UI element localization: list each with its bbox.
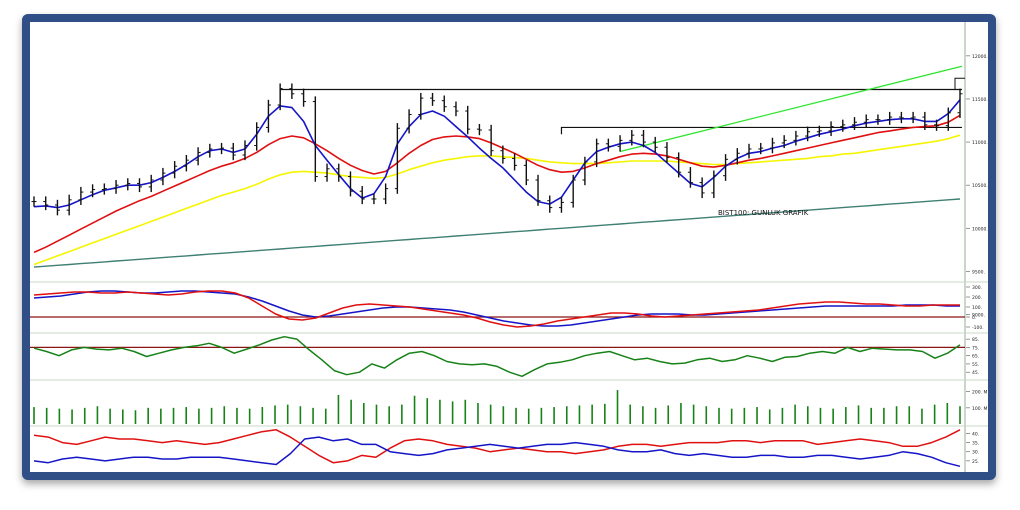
osc2-axis-tick-label: 55.: [972, 362, 979, 368]
osc3-axis-tick-label: 30.: [972, 450, 979, 456]
osc1-axis-tick-label: 200.: [972, 295, 982, 301]
osc2-line-0: [33, 335, 961, 378]
ma-line-2: [33, 134, 961, 266]
osc1-axis-tick-label: 100.: [972, 305, 982, 311]
osc1-axis-tick-label: 0.: [972, 315, 976, 321]
ma-line-1: [33, 114, 961, 254]
stock-chart: 12000. 11500. 11000. 10500. 10000. 9500. 9000.…: [30, 22, 988, 472]
price-axis-tick-label: 11500.: [972, 97, 988, 103]
osc3-line-1: [33, 436, 961, 468]
chart-annotation: BIST100: GUNLUK GRAFIK: [718, 209, 809, 217]
price-axis-tick-label: 9000.: [972, 312, 985, 318]
osc1-line-0: [33, 290, 960, 327]
price-axis-tick-label: 10500.: [972, 183, 988, 189]
osc3-line-0: [33, 429, 961, 464]
price-axis-tick-label: 11000.: [972, 140, 988, 146]
osc1-axis-tick-label: -100.: [972, 325, 984, 331]
trend-line: [619, 65, 963, 153]
osc1-axis-tick-label: 300.: [972, 285, 982, 291]
osc2-axis-tick-label: 85.: [972, 337, 979, 343]
support-line: [560, 126, 962, 135]
price-axis-tick-label: 12000.: [972, 54, 988, 60]
volume-axis-tick-label: 100. M: [972, 406, 987, 412]
price-axis-tick-label: 10000.: [972, 226, 988, 232]
osc3-axis-tick-label: 35.: [972, 441, 979, 447]
volume-axis-tick-label: 200. M: [972, 390, 987, 396]
chart-canvas: [30, 22, 988, 472]
ma-line-3: [33, 198, 961, 268]
osc1-line-1: [33, 290, 960, 328]
osc3-axis-tick-label: 25.: [972, 459, 979, 465]
ma-line-0: [33, 99, 961, 209]
osc3-axis-tick-label: 40.: [972, 431, 979, 437]
osc2-axis-tick-label: 65.: [972, 354, 979, 360]
breakout-marker: [954, 77, 965, 90]
osc2-axis-tick-label: 45.: [972, 370, 979, 376]
price-axis-tick-label: 9500.: [972, 269, 985, 275]
osc2-axis-tick-label: 75.: [972, 345, 979, 351]
